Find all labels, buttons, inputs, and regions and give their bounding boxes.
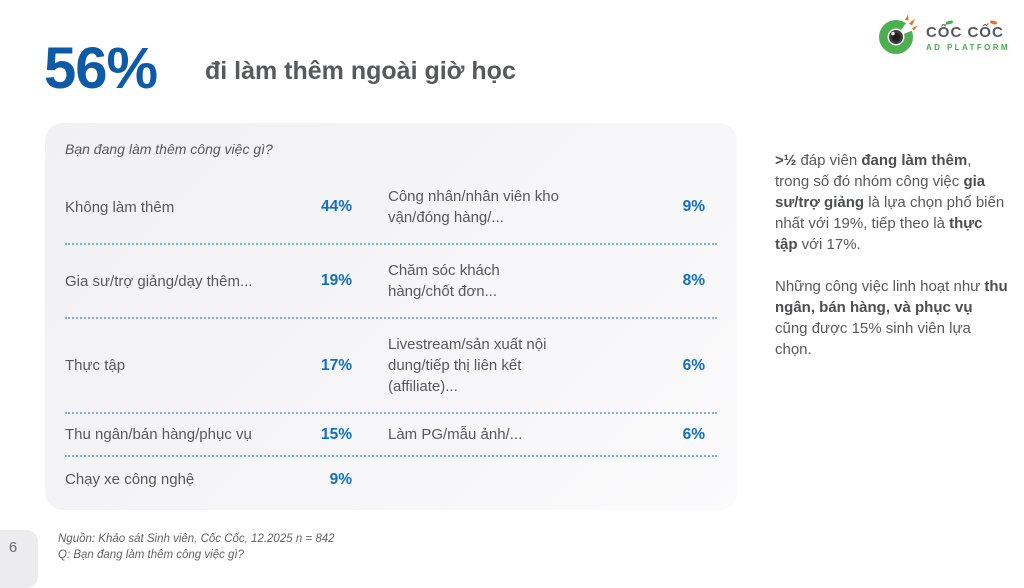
job-label: Chăm sóc khách hàng/chốt đơn... (388, 262, 500, 300)
plain-text: Những công việc linh hoạt như (775, 278, 985, 295)
job-label: Làm PG/mẫu ảnh/... (388, 426, 523, 443)
plain-text: , trong số đó nhóm công việc (775, 152, 972, 190)
job-value: 6% (682, 356, 705, 374)
plain-text: cũng được 15% sinh viên lựa chọn. (775, 320, 971, 358)
job-label: Không làm thêm (65, 198, 175, 216)
plain-text: với 17%. (797, 236, 861, 253)
job-row: Chạy xe công nghệ 9% (65, 457, 717, 502)
job-row: Không làm thêm 44% Công nhân/nhân viên kho… (65, 171, 717, 245)
job-label: Livestream/sản xuất nội dung/tiếp thị li… (388, 336, 547, 395)
survey-question: Bạn đang làm thêm công việc gì? (65, 141, 273, 157)
emphasis-text: >½ (775, 152, 797, 169)
coccoc-logo: CỐC CỐC AD PLATFORM (874, 12, 1010, 63)
job-row: Thực tập 17% Livestream/sản xuất nội dung/… (65, 319, 717, 414)
page-number-badge: 6 (0, 530, 38, 588)
job-label: Gia sư/trợ giảng/dạy thêm... (65, 272, 253, 290)
job-label: Thu ngân/bán hàng/phục vụ (65, 426, 252, 443)
job-value: 15% (320, 425, 352, 443)
insight-paragraph-1: >½ đáp viên đang làm thêm, trong số đó n… (775, 150, 1008, 255)
emphasis-text: gia sư/trợ giảng (775, 173, 986, 211)
source-note: Nguồn: Khảo sát Sinh viên, Cốc Cốc, 12.2… (58, 533, 335, 545)
job-value: 44% (320, 198, 352, 215)
job-value: 8% (682, 272, 705, 289)
page-number: 6 (8, 539, 18, 556)
job-label: Chạy xe công nghệ (65, 471, 195, 488)
insight-panel: >½ đáp viên đang làm thêm, trong số đó n… (775, 150, 1008, 381)
jobs-table: Không làm thêm 44% Công nhân/nhân viên kho… (65, 171, 717, 502)
headline-subtitle: đi làm thêm ngoài giờ học (205, 57, 516, 85)
headline-stat: 56% (44, 36, 158, 101)
footnotes: Nguồn: Khảo sát Sinh viên, Cốc Cốc, 12.2… (58, 531, 335, 563)
logo-brand: CỐC CỐC (925, 19, 1010, 42)
coccoc-camera-icon (874, 12, 926, 63)
emphasis-text: thực tập (775, 215, 983, 253)
question-note: Q: Bạn đang làm thêm công việc gì? (58, 549, 245, 561)
emphasis-text: thu ngân, bán hàng, và phục vụ (775, 278, 1008, 316)
job-value: 19% (320, 272, 352, 289)
job-value: 9% (682, 198, 705, 215)
survey-card: Bạn đang làm thêm công việc gì? Không là… (45, 123, 737, 510)
insight-paragraph-2: Những công việc linh hoạt như thu ngân, … (775, 276, 1008, 360)
job-label: Công nhân/nhân viên kho vận/đóng hàng/..… (388, 188, 559, 226)
job-row: Thu ngân/bán hàng/phục vụ 15% Làm PG/mẫu ả… (65, 414, 717, 457)
logo-tagline: AD PLATFORM (925, 43, 1010, 53)
logo-text: CỐC CỐC AD PLATFORM (925, 19, 1010, 53)
job-value: 9% (329, 470, 352, 488)
emphasis-text: đang làm thêm (861, 152, 968, 169)
plain-text: là lựa chọn phổ biến nhất với 19%, tiếp … (775, 194, 1005, 232)
plain-text: đáp viên (796, 152, 862, 169)
job-value: 6% (682, 425, 705, 443)
job-label: Thực tập (65, 357, 126, 374)
logo-brand-label: CỐC CỐC (925, 23, 1004, 41)
job-row: Gia sư/trợ giảng/dạy thêm... 19% Chăm sóc … (65, 245, 717, 319)
job-value: 17% (320, 356, 352, 374)
